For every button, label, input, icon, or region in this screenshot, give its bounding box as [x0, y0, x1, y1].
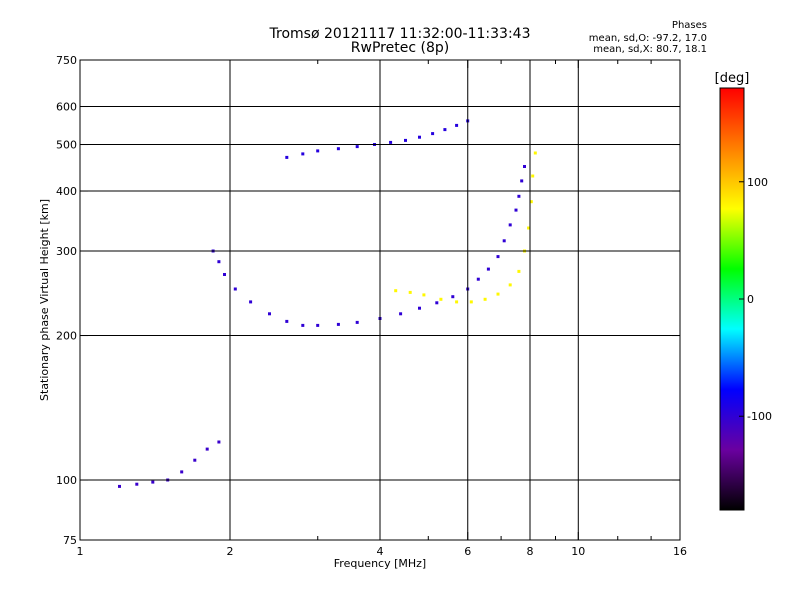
x-tick-label: 4: [377, 545, 384, 558]
y-tick-label: 100: [56, 474, 77, 487]
data-point: [404, 138, 407, 142]
colorbar-label: [deg]: [715, 71, 750, 86]
data-point: [451, 295, 455, 299]
data-point: [486, 267, 490, 271]
data-point: [151, 480, 155, 484]
data-point: [527, 226, 531, 230]
data-point: [517, 194, 521, 198]
data-point: [483, 297, 487, 301]
data-point: [431, 132, 435, 136]
data-point: [476, 277, 480, 281]
phases-o-stats: mean, sd,O: -97.2, 17.0: [588, 33, 707, 44]
data-point: [523, 165, 526, 168]
data-point: [217, 260, 221, 264]
colorbar-tick-label: 0: [747, 293, 754, 306]
x-tick-label: 6: [464, 545, 471, 558]
x-tick-label: 10: [571, 545, 585, 558]
data-point: [316, 149, 320, 153]
data-point: [418, 135, 421, 139]
data-point: [205, 447, 209, 451]
colorbar-tick-label: -100: [747, 410, 772, 423]
x-tick-label: 8: [527, 545, 534, 558]
data-point: [455, 300, 459, 304]
data-point: [496, 255, 500, 259]
data-point: [336, 147, 340, 151]
x-tick-label: 2: [227, 545, 234, 558]
data-point: [135, 482, 139, 486]
phases-x-stats: mean, sd,X: 80.7, 18.1: [593, 44, 707, 55]
chart-subtitle: RwPretec (8p): [350, 40, 450, 56]
data-point: [180, 470, 184, 474]
data-point: [508, 283, 512, 287]
data-point: [316, 323, 320, 327]
data-point: [336, 322, 340, 326]
x-tick-label: 1: [77, 545, 84, 558]
y-tick-label: 300: [56, 245, 77, 258]
data-point: [301, 323, 305, 327]
data-point: [502, 239, 506, 243]
chart-title: Tromsø 20121117 11:32:00-11:33:43: [269, 26, 531, 42]
data-point: [531, 174, 535, 178]
y-tick-label: 75: [63, 534, 77, 547]
x-tick-label: 16: [673, 545, 687, 558]
data-point: [469, 300, 473, 304]
data-point: [249, 300, 253, 304]
data-point: [408, 290, 412, 294]
data-point: [394, 289, 398, 293]
data-point: [223, 273, 226, 276]
data-point: [268, 312, 271, 316]
data-point: [520, 179, 524, 183]
data-point: [443, 128, 447, 132]
data-point: [496, 292, 500, 296]
y-tick-label: 600: [56, 101, 77, 114]
data-point: [514, 208, 518, 212]
data-point: [355, 320, 359, 324]
colorbar-tick-label: 100: [747, 176, 768, 189]
data-point: [217, 440, 221, 444]
data-point: [355, 145, 359, 149]
data-point: [301, 152, 305, 156]
data-point: [435, 301, 439, 305]
data-point: [508, 223, 512, 227]
data-point: [389, 140, 393, 144]
data-point: [529, 200, 533, 204]
y-tick-label: 750: [56, 54, 77, 67]
data-point: [399, 312, 403, 316]
data-point: [533, 151, 537, 155]
phases-title: Phases: [671, 20, 707, 31]
data-point: [285, 319, 289, 323]
y-tick-label: 400: [56, 185, 77, 198]
x-axis-label: Frequency [MHz]: [334, 557, 426, 570]
data-point: [422, 293, 426, 297]
y-tick-label: 500: [56, 139, 77, 152]
data-point: [193, 458, 197, 462]
data-point: [439, 297, 443, 301]
y-tick-label: 200: [56, 330, 77, 343]
data-point: [118, 484, 121, 488]
data-point: [285, 155, 289, 159]
data-point: [233, 287, 237, 291]
data-point: [517, 269, 521, 273]
data-point: [418, 306, 421, 310]
data-point: [455, 123, 459, 127]
y-axis-label: Stationary phase Virtual Height [km]: [38, 199, 51, 401]
